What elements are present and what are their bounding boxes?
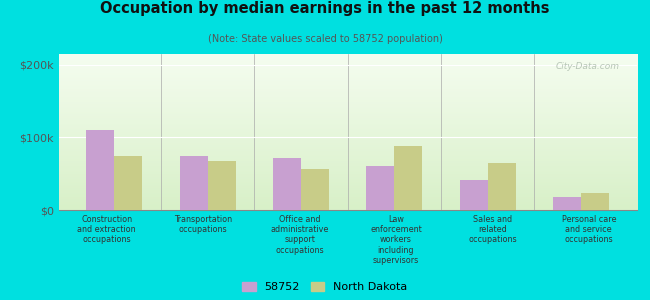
Bar <box>273 158 301 210</box>
Bar <box>180 156 208 210</box>
Text: Office and
administrative
support
occupations: Office and administrative support occupa… <box>270 214 329 255</box>
Bar <box>208 161 236 210</box>
Text: Transportation
occupations: Transportation occupations <box>174 214 232 234</box>
Text: City-Data.com: City-Data.com <box>556 62 619 71</box>
Text: Occupation by median earnings in the past 12 months: Occupation by median earnings in the pas… <box>100 2 550 16</box>
Bar <box>114 156 142 210</box>
Legend: 58752, North Dakota: 58752, North Dakota <box>240 280 410 294</box>
Bar <box>553 197 581 210</box>
Text: Personal care
and service
occupations: Personal care and service occupations <box>562 214 616 244</box>
Text: Law
enforcement
workers
including
supervisors: Law enforcement workers including superv… <box>370 214 422 265</box>
Bar <box>395 146 423 210</box>
Bar <box>301 169 329 210</box>
Bar <box>460 179 488 210</box>
Bar <box>367 167 395 210</box>
Bar <box>86 130 114 210</box>
Bar <box>581 193 609 210</box>
Text: (Note: State values scaled to 58752 population): (Note: State values scaled to 58752 popu… <box>207 34 443 44</box>
Bar <box>488 163 515 210</box>
Text: Construction
and extraction
occupations: Construction and extraction occupations <box>77 214 136 244</box>
Text: Sales and
related
occupations: Sales and related occupations <box>468 214 517 244</box>
